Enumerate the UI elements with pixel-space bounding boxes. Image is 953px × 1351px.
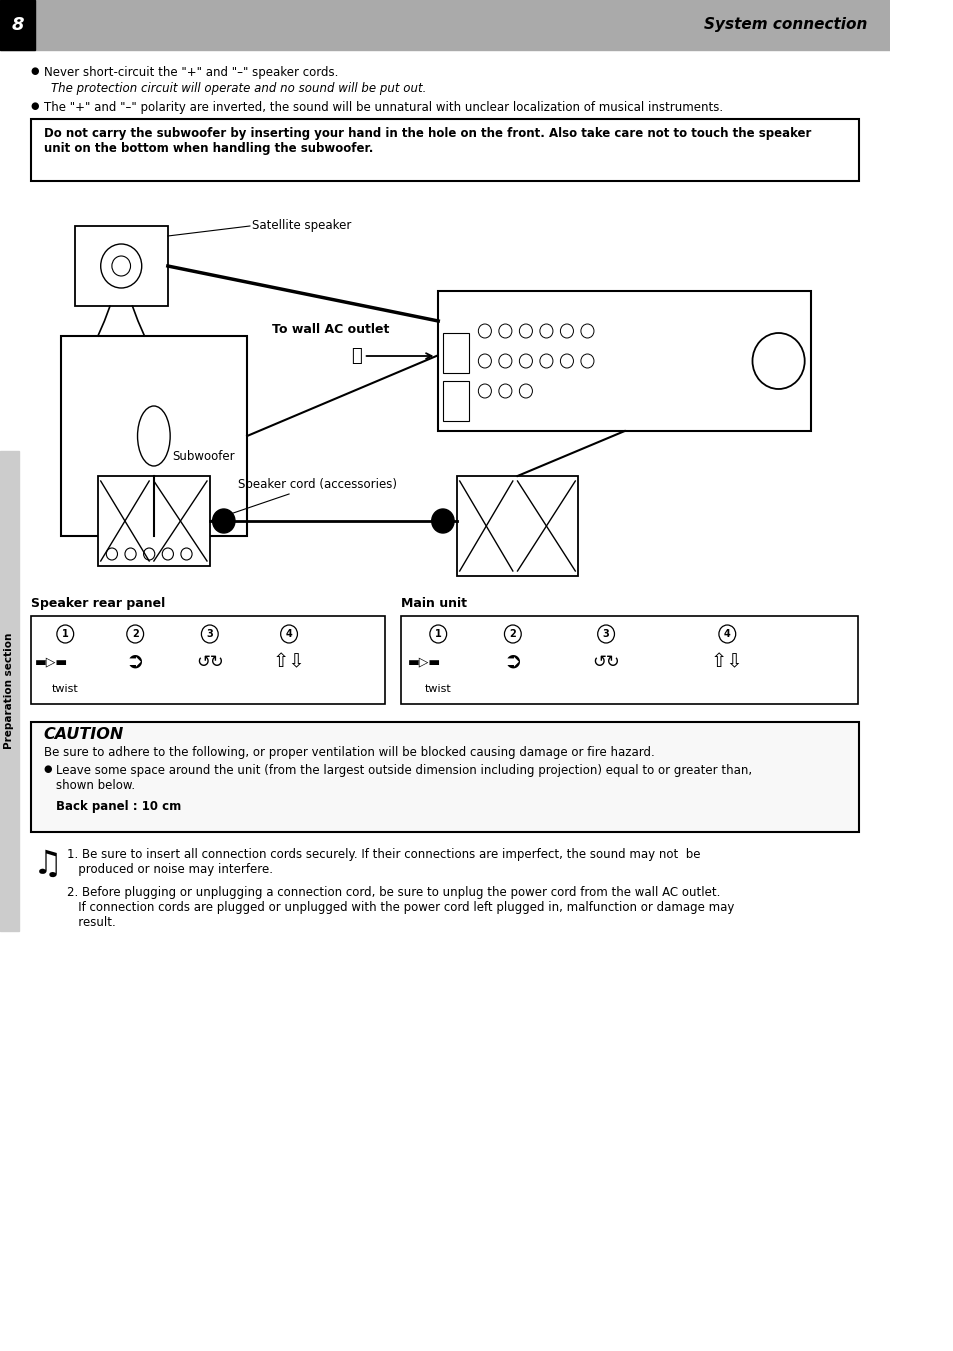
- Text: 8: 8: [11, 16, 24, 34]
- Circle shape: [432, 509, 454, 534]
- Text: ▬▷▬: ▬▷▬: [34, 655, 68, 669]
- Bar: [30, 721, 858, 832]
- Bar: [400, 616, 857, 704]
- Bar: [0, 451, 19, 931]
- Bar: [74, 226, 168, 305]
- Text: Preparation section: Preparation section: [5, 632, 14, 750]
- Text: ➲: ➲: [126, 653, 144, 671]
- Text: CAUTION: CAUTION: [44, 727, 124, 742]
- Text: Be sure to adhere to the following, or proper ventilation will be blocked causin: Be sure to adhere to the following, or p…: [44, 746, 654, 759]
- Bar: [98, 476, 210, 566]
- Text: 1: 1: [435, 630, 441, 639]
- Text: twist: twist: [51, 684, 78, 694]
- Text: 2: 2: [132, 630, 138, 639]
- Text: 3: 3: [206, 630, 213, 639]
- Text: Main unit: Main unit: [400, 597, 466, 611]
- Text: ▬▷▬: ▬▷▬: [407, 655, 440, 669]
- Text: Leave some space around the unit (from the largest outside dimension including p: Leave some space around the unit (from t…: [56, 765, 751, 792]
- Text: System connection: System connection: [703, 18, 866, 32]
- Text: twist: twist: [424, 684, 451, 694]
- Text: ⇧⇩: ⇧⇩: [273, 653, 305, 671]
- Text: 4: 4: [723, 630, 730, 639]
- Text: Never short-circuit the "+" and "–" speaker cords.: Never short-circuit the "+" and "–" spea…: [44, 66, 338, 78]
- Bar: [456, 476, 578, 576]
- Text: Subwoofer: Subwoofer: [172, 450, 234, 462]
- Text: ●: ●: [30, 66, 39, 76]
- Circle shape: [213, 509, 234, 534]
- Text: ⇧⇩: ⇧⇩: [710, 653, 743, 671]
- Text: ↺↻: ↺↻: [592, 653, 619, 671]
- Text: ↺↻: ↺↻: [195, 653, 223, 671]
- Bar: [0, 0, 888, 50]
- Text: Speaker cord (accessories): Speaker cord (accessories): [237, 478, 396, 490]
- Text: ➲: ➲: [503, 653, 521, 671]
- Text: To wall AC outlet: To wall AC outlet: [272, 323, 389, 336]
- Bar: [0, 0, 35, 50]
- Bar: [437, 290, 810, 431]
- Bar: [30, 616, 385, 704]
- Text: 1. Be sure to insert all connection cords securely. If their connections are imp: 1. Be sure to insert all connection cord…: [67, 848, 700, 875]
- Text: ●: ●: [44, 765, 52, 774]
- Bar: [30, 119, 858, 181]
- Text: ⎓: ⎓: [351, 347, 361, 365]
- Text: Back panel : 10 cm: Back panel : 10 cm: [56, 800, 181, 813]
- Text: ♫: ♫: [32, 848, 63, 881]
- Text: 4: 4: [285, 630, 293, 639]
- Text: Speaker rear panel: Speaker rear panel: [30, 597, 165, 611]
- Text: 3: 3: [602, 630, 609, 639]
- Text: 2: 2: [509, 630, 516, 639]
- Text: ●: ●: [30, 101, 39, 111]
- Bar: [442, 332, 469, 373]
- Text: 2. Before plugging or unplugging a connection cord, be sure to unplug the power : 2. Before plugging or unplugging a conne…: [67, 886, 734, 929]
- Text: The protection circuit will operate and no sound will be put out.: The protection circuit will operate and …: [51, 82, 426, 95]
- Bar: [61, 336, 247, 536]
- Bar: [442, 381, 469, 422]
- Text: Do not carry the subwoofer by inserting your hand in the hole on the front. Also: Do not carry the subwoofer by inserting …: [44, 127, 810, 155]
- Text: Satellite speaker: Satellite speaker: [252, 219, 351, 232]
- Text: The "+" and "–" polarity are inverted, the sound will be unnatural with unclear : The "+" and "–" polarity are inverted, t…: [44, 101, 722, 113]
- Text: 1: 1: [62, 630, 69, 639]
